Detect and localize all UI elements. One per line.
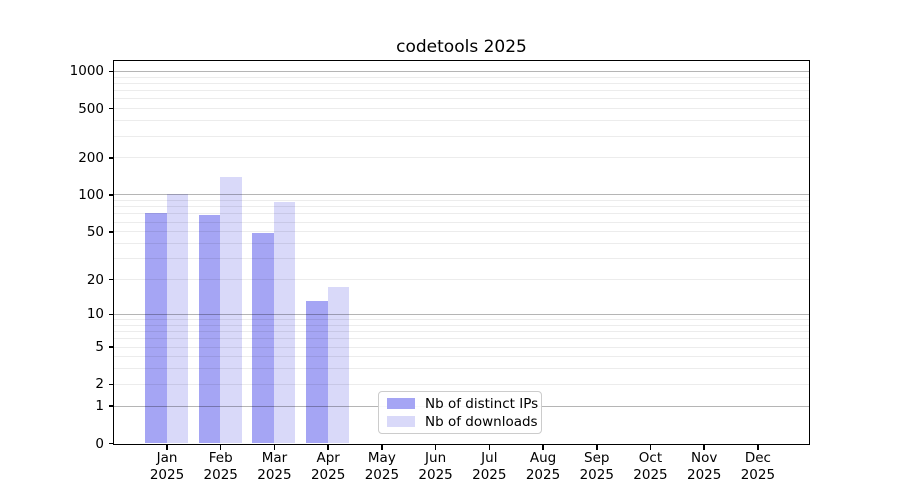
x-tick xyxy=(381,445,383,450)
gridline-minor xyxy=(114,108,809,110)
x-tick-label-feb: Feb 2025 xyxy=(203,450,238,483)
bar-nb-of-distinct-ips-jan xyxy=(145,212,167,443)
bar-nb-of-downloads-jan xyxy=(166,194,188,443)
gridline-minor xyxy=(114,135,809,137)
gridline-minor xyxy=(114,279,809,281)
y-tick xyxy=(108,157,113,159)
bar-nb-of-distinct-ips-feb xyxy=(198,214,221,443)
gridline-minor xyxy=(114,213,809,215)
gridline-minor xyxy=(114,338,809,340)
gridline-minor xyxy=(114,324,809,326)
y-tick xyxy=(108,194,113,196)
gridline-minor xyxy=(114,221,809,223)
y-tick xyxy=(108,313,113,316)
legend: Nb of distinct IPs Nb of downloads xyxy=(378,391,542,434)
y-tick-label: 1000 xyxy=(69,63,104,80)
gridline-minor xyxy=(114,319,809,320)
gridline-minor xyxy=(114,346,809,348)
x-tick xyxy=(434,445,437,450)
gridline-major xyxy=(114,194,809,196)
y-tick xyxy=(108,107,113,110)
y-tick-label: 0 xyxy=(95,435,104,452)
y-tick xyxy=(108,231,113,233)
x-tick-label-sep: Sep 2025 xyxy=(579,450,614,483)
gridline-minor xyxy=(114,231,809,233)
y-tick-label: 100 xyxy=(78,186,104,203)
x-tick-label-apr: Apr 2025 xyxy=(310,450,346,483)
gridline-minor xyxy=(114,82,809,84)
x-tick-label-may: May 2025 xyxy=(364,450,400,483)
y-tick-label: 5 xyxy=(95,339,104,355)
gridline-minor xyxy=(114,200,809,202)
x-tick-label-jan: Jan 2025 xyxy=(149,450,185,483)
y-tick-label: 500 xyxy=(78,100,104,117)
y-tick-label: 1 xyxy=(95,398,104,415)
bar-nb-of-distinct-ips-apr xyxy=(306,300,328,443)
gridline-minor xyxy=(114,243,809,244)
y-tick-label: 2 xyxy=(95,376,104,393)
legend-item-distinct-ips: Nb of distinct IPs xyxy=(387,395,539,412)
x-tick-label-mar: Mar 2025 xyxy=(257,450,292,483)
y-tick xyxy=(108,70,113,73)
y-tick-label: 50 xyxy=(86,223,104,240)
gridline-minor xyxy=(114,206,809,208)
gridline-minor xyxy=(114,120,809,122)
y-tick xyxy=(108,278,113,281)
y-tick-label: 20 xyxy=(86,271,104,288)
y-tick-label: 200 xyxy=(78,149,104,166)
legend-swatch-distinct-ips xyxy=(387,398,415,409)
x-tick xyxy=(757,445,759,450)
y-tick xyxy=(108,346,113,348)
gridline-minor xyxy=(114,356,809,358)
x-tick xyxy=(542,445,544,450)
y-tick xyxy=(108,383,113,386)
y-tick xyxy=(108,405,113,407)
y-tick-label: 10 xyxy=(86,306,104,323)
plot-area: Nb of distinct IPs Nb of downloads xyxy=(113,60,810,445)
x-tick xyxy=(488,445,491,450)
x-tick-label-oct: Oct 2025 xyxy=(633,450,668,483)
x-tick xyxy=(327,445,329,450)
y-tick xyxy=(108,442,113,445)
bar-nb-of-downloads-feb xyxy=(220,176,242,443)
x-tick xyxy=(273,445,276,450)
gridline-minor xyxy=(114,98,809,100)
gridline-minor xyxy=(114,90,809,92)
x-tick-label-jun: Jun 2025 xyxy=(418,450,453,483)
chart-title: codetools 2025 xyxy=(396,37,527,57)
gridline-minor xyxy=(114,258,809,260)
legend-label-distinct-ips: Nb of distinct IPs xyxy=(425,395,539,412)
x-tick xyxy=(219,445,222,450)
x-tick-label-dec: Dec 2025 xyxy=(740,450,776,483)
gridline-major xyxy=(114,313,809,315)
x-tick-label-aug: Aug 2025 xyxy=(525,450,561,483)
x-tick xyxy=(649,445,652,450)
gridline-major xyxy=(114,70,809,72)
bar-nb-of-distinct-ips-mar xyxy=(252,233,274,443)
x-tick xyxy=(703,445,705,450)
gridline-minor xyxy=(114,157,809,159)
legend-label-downloads: Nb of downloads xyxy=(425,413,538,430)
gridline-minor xyxy=(114,368,809,370)
x-tick-label-nov: Nov 2025 xyxy=(687,450,722,483)
bar-nb-of-downloads-mar xyxy=(273,201,296,443)
x-tick-label-jul: Jul 2025 xyxy=(472,450,507,483)
gridline-minor xyxy=(114,331,809,333)
x-tick xyxy=(596,445,598,450)
gridline-minor xyxy=(114,383,809,385)
legend-item-downloads: Nb of downloads xyxy=(387,413,538,430)
bar-nb-of-downloads-apr xyxy=(327,287,350,443)
gridline-minor xyxy=(114,76,809,78)
x-tick xyxy=(166,445,168,450)
legend-swatch-downloads xyxy=(387,416,415,427)
